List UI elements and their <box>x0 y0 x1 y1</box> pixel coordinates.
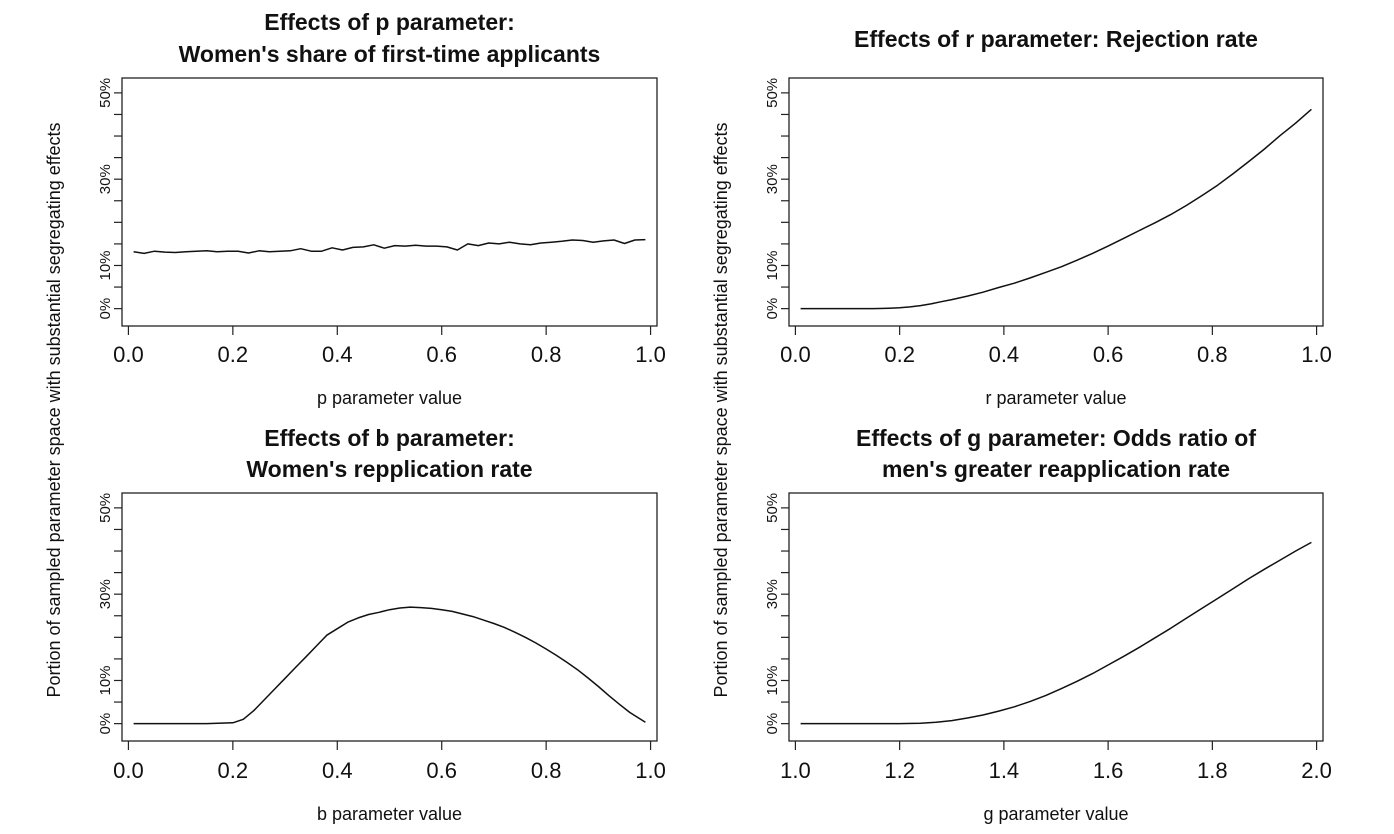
panel-b-parameter: Effects of b parameter: Women's repplicat… <box>97 425 666 824</box>
x-tick-label: 1.4 <box>989 758 1020 783</box>
x-tick-label: 0.2 <box>218 342 249 367</box>
y-tick-label: 30% <box>97 164 114 194</box>
x-tick-label: 2.0 <box>1301 758 1332 783</box>
y-tick-label: 0% <box>764 713 781 735</box>
x-tick-label: 0.2 <box>884 342 915 367</box>
x-tick-label: 0.2 <box>218 758 249 783</box>
x-tick-label: 1.0 <box>635 758 666 783</box>
y-tick-label: 30% <box>97 579 114 609</box>
plot-frame <box>788 492 1324 742</box>
x-tick-label: 0.0 <box>113 758 144 783</box>
y-tick-label: 10% <box>764 665 781 695</box>
chart-title-line: Women's repplication rate <box>246 456 532 482</box>
panel-p-parameter: Effects of p parameter: Women's share of … <box>97 9 666 408</box>
x-tick-label: 0.6 <box>426 342 457 367</box>
panel-r-parameter: Effects of r parameter: Rejection rate 0.… <box>764 26 1332 408</box>
y-tick-label: 0% <box>764 298 781 320</box>
y-tick-label: 30% <box>764 164 781 194</box>
y-tick-label: 50% <box>764 493 781 523</box>
series-line <box>800 541 1312 725</box>
chart-title-line: Effects of p parameter: <box>264 9 515 35</box>
y-tick-label: 30% <box>764 579 781 609</box>
plot-frame <box>121 492 658 742</box>
y-tick-label: 10% <box>764 250 781 280</box>
chart-title-line: Effects of b parameter: <box>264 425 515 451</box>
x-tick-label: 0.6 <box>426 758 457 783</box>
series-line <box>133 606 646 725</box>
x-tick-label: 0.4 <box>322 758 353 783</box>
chart-title-line: Effects of g parameter: Odds ratio of <box>856 425 1256 451</box>
y-tick-label: 10% <box>97 250 114 280</box>
chart-title-line: Women's share of first-time applicants <box>179 41 601 67</box>
x-tick-label: 0.8 <box>531 342 562 367</box>
x-tick-label: 1.6 <box>1093 758 1124 783</box>
panel-g-parameter: Effects of g parameter: Odds ratio of men… <box>764 425 1332 824</box>
x-tick-label: 0.8 <box>1197 342 1228 367</box>
chart-title-line: Effects of r parameter: Rejection rate <box>854 26 1258 52</box>
y-axis-label-left: Portion of sampled parameter space with … <box>44 123 64 698</box>
y-tick-label: 50% <box>97 493 114 523</box>
x-tick-label: 0.8 <box>531 758 562 783</box>
x-tick-label: 0.4 <box>322 342 353 367</box>
x-tick-label: 1.0 <box>635 342 666 367</box>
chart-title-line: men's greater reapplication rate <box>882 456 1230 482</box>
x-tick-label: 1.0 <box>1301 342 1332 367</box>
x-tick-label: 0.0 <box>780 342 811 367</box>
y-tick-label: 0% <box>97 298 114 320</box>
x-axis-label: g parameter value <box>983 804 1128 824</box>
x-tick-label: 1.8 <box>1197 758 1228 783</box>
plot-frame <box>121 77 658 327</box>
x-axis-label: p parameter value <box>317 388 462 408</box>
y-tick-label: 50% <box>764 78 781 108</box>
x-axis-label: r parameter value <box>985 388 1126 408</box>
y-tick-label: 0% <box>97 713 114 735</box>
plot-frame <box>788 77 1324 327</box>
y-axis-label-right: Portion of sampled parameter space with … <box>711 123 731 698</box>
y-tick-label: 50% <box>97 78 114 108</box>
x-tick-label: 1.0 <box>780 758 811 783</box>
x-tick-label: 0.6 <box>1093 342 1124 367</box>
y-tick-label: 10% <box>97 665 114 695</box>
series-line <box>133 238 646 255</box>
x-tick-label: 0.4 <box>989 342 1020 367</box>
x-axis-label: b parameter value <box>317 804 462 824</box>
x-tick-label: 1.2 <box>884 758 915 783</box>
series-line <box>800 108 1312 310</box>
x-tick-label: 0.0 <box>113 342 144 367</box>
